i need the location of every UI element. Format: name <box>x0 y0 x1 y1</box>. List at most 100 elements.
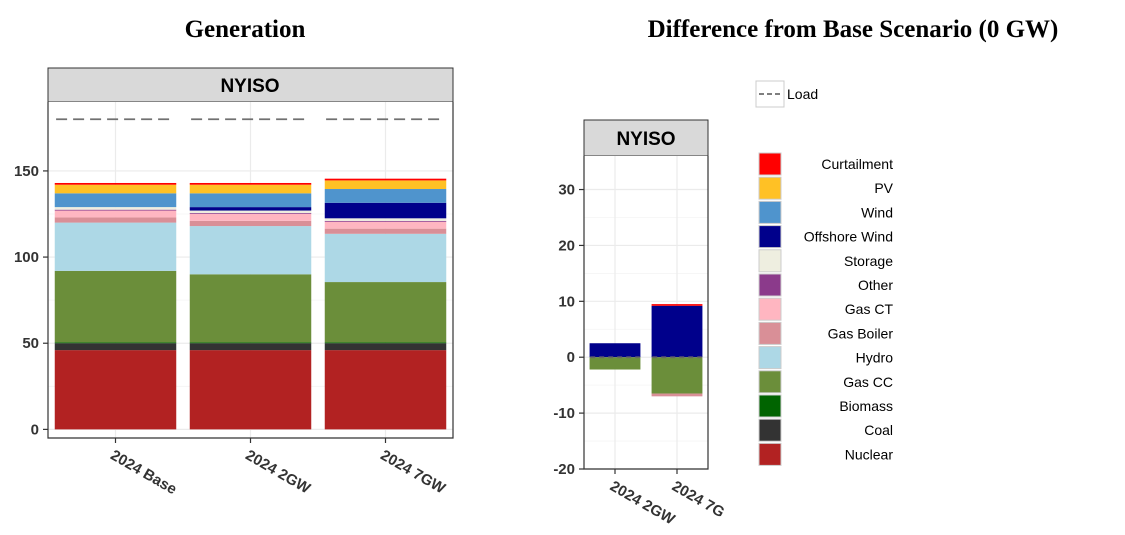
legend-label-gas-boiler: Gas Boiler <box>828 325 894 341</box>
legend-swatch-curtailment <box>758 152 782 176</box>
bar-segment-gas-boiler <box>189 220 312 227</box>
bar-segment-coal <box>54 343 177 351</box>
legend-label-other: Other <box>858 277 893 293</box>
legend-label-biomass: Biomass <box>839 398 893 414</box>
bar-segment-gas-boiler <box>54 217 177 223</box>
bar-segment-coal <box>189 343 312 351</box>
bar-segment-gas-cc <box>651 357 703 394</box>
bar-segment-biomass <box>324 342 447 344</box>
legend-swatch-other <box>758 273 782 297</box>
right-facet-strip <box>583 119 709 157</box>
x-tick-label: 2024 7GW <box>378 447 449 498</box>
legend-label-wind: Wind <box>861 204 893 220</box>
bar-segment-wind <box>54 193 177 208</box>
left-panel: NYISO 0 50 100 150 2024 Base 2024 2GW 2024 7G… <box>14 67 454 498</box>
bar-segment-offshore-wind <box>589 343 641 358</box>
legend-swatch-nuclear <box>758 442 782 466</box>
legend-label-pv: PV <box>874 180 893 196</box>
bar-segment-wind <box>189 193 312 208</box>
bar-segment-pv <box>324 180 447 190</box>
left-facet-label: NYISO <box>220 76 279 97</box>
bar-segment-biomass <box>189 342 312 344</box>
y-tick-label: 0 <box>567 349 575 366</box>
bar-segment-other <box>54 209 177 211</box>
legend-label-gas-cc: Gas CC <box>843 374 893 390</box>
right-chart-title: Difference from Base Scenario (0 GW) <box>648 16 1059 43</box>
x-tick-label: 2024 Base <box>108 447 180 498</box>
bar-segment-nuclear <box>54 350 177 430</box>
legend-label-offshore-wind: Offshore Wind <box>804 229 893 245</box>
bar-segment-offshore-wind <box>189 207 312 211</box>
y-tick-label: 50 <box>22 335 39 352</box>
legend-label-gas-ct: Gas CT <box>845 301 894 317</box>
legend-label-curtailment: Curtailment <box>821 156 893 172</box>
bar-segment-gas-boiler <box>651 393 703 397</box>
bar-segment-gas-cc <box>189 274 312 343</box>
legend-swatch-gas-ct <box>758 297 782 321</box>
bar-segment-nuclear <box>189 350 312 430</box>
bar-segment-gas-ct <box>54 210 177 218</box>
y-tick-label: 30 <box>558 182 575 199</box>
y-tick-label: -20 <box>553 461 575 478</box>
left-bars <box>54 178 447 430</box>
bar-segment-curtailment <box>54 182 177 185</box>
y-tick-label: 20 <box>558 237 575 254</box>
right-gridlines <box>584 156 708 470</box>
bar-segment-offshore-wind <box>324 202 447 219</box>
left-facet-strip <box>47 67 454 103</box>
left-chart-title: Generation <box>185 16 306 43</box>
bar-segment-curtailment <box>651 304 703 306</box>
bar-segment-curtailment <box>189 182 312 185</box>
y-tick-label: 150 <box>14 163 39 180</box>
bar-segment-storage <box>54 207 177 210</box>
y-tick-label: 10 <box>558 293 575 310</box>
legend-swatch-pv <box>758 176 782 200</box>
left-x-axis: 2024 Base 2024 2GW 2024 7GW <box>108 438 449 498</box>
right-facet-label: NYISO <box>616 129 675 150</box>
right-y-axis: -20 -10 0 10 20 30 <box>553 182 584 478</box>
legend-swatch-gas-cc <box>758 370 782 394</box>
bar-segment-other <box>189 213 312 214</box>
bar-segment-gas-ct <box>189 214 312 221</box>
legend-label-storage: Storage <box>844 253 893 269</box>
bar-segment-other <box>324 220 447 222</box>
left-y-axis: 0 50 100 150 <box>14 163 48 438</box>
bar-segment-gas-boiler <box>324 228 447 234</box>
right-bars <box>589 304 703 397</box>
bar-segment-nuclear <box>324 350 447 430</box>
y-tick-label: -10 <box>553 405 575 422</box>
bar-segment-coal <box>324 343 447 351</box>
legend-label-coal: Coal <box>864 422 893 438</box>
legend-label-hydro: Hydro <box>856 350 894 366</box>
bar-segment-gas-cc <box>54 270 177 343</box>
x-tick-label: 2024 2GW <box>607 478 678 529</box>
legend-swatch-biomass <box>758 394 782 418</box>
x-tick-label: 2024 2GW <box>243 447 314 498</box>
bar-segment-gas-cc <box>589 357 641 370</box>
bar-segment-hydro <box>324 233 447 283</box>
bar-segment-hydro <box>54 222 177 271</box>
bar-segment-gas-cc <box>324 282 447 343</box>
legend-swatch-offshore-wind <box>758 225 782 249</box>
bar-segment-storage <box>324 218 447 221</box>
bar-segment-biomass <box>54 342 177 344</box>
legend-load-label: Load <box>787 86 818 102</box>
legend-swatch-wind <box>758 200 782 224</box>
legend-swatch-storage <box>758 249 782 273</box>
legend-swatch-gas-boiler <box>758 321 782 345</box>
bar-segment-wind <box>324 189 447 203</box>
bar-segment-pv <box>189 184 312 194</box>
bar-segment-offshore-wind <box>651 305 703 358</box>
bar-segment-curtailment <box>324 178 447 181</box>
legend-swatch-hydro <box>758 346 782 370</box>
legend-label-nuclear: Nuclear <box>845 446 894 462</box>
y-tick-label: 0 <box>31 421 39 438</box>
right-panel-border <box>583 156 709 470</box>
x-tick-label: 2024 7G <box>669 478 727 521</box>
legend: Load Curtailment PV Wind Offshore Wind Stora… <box>755 80 894 466</box>
bar-segment-gas-ct <box>324 221 447 229</box>
bar-segment-storage <box>189 210 312 214</box>
